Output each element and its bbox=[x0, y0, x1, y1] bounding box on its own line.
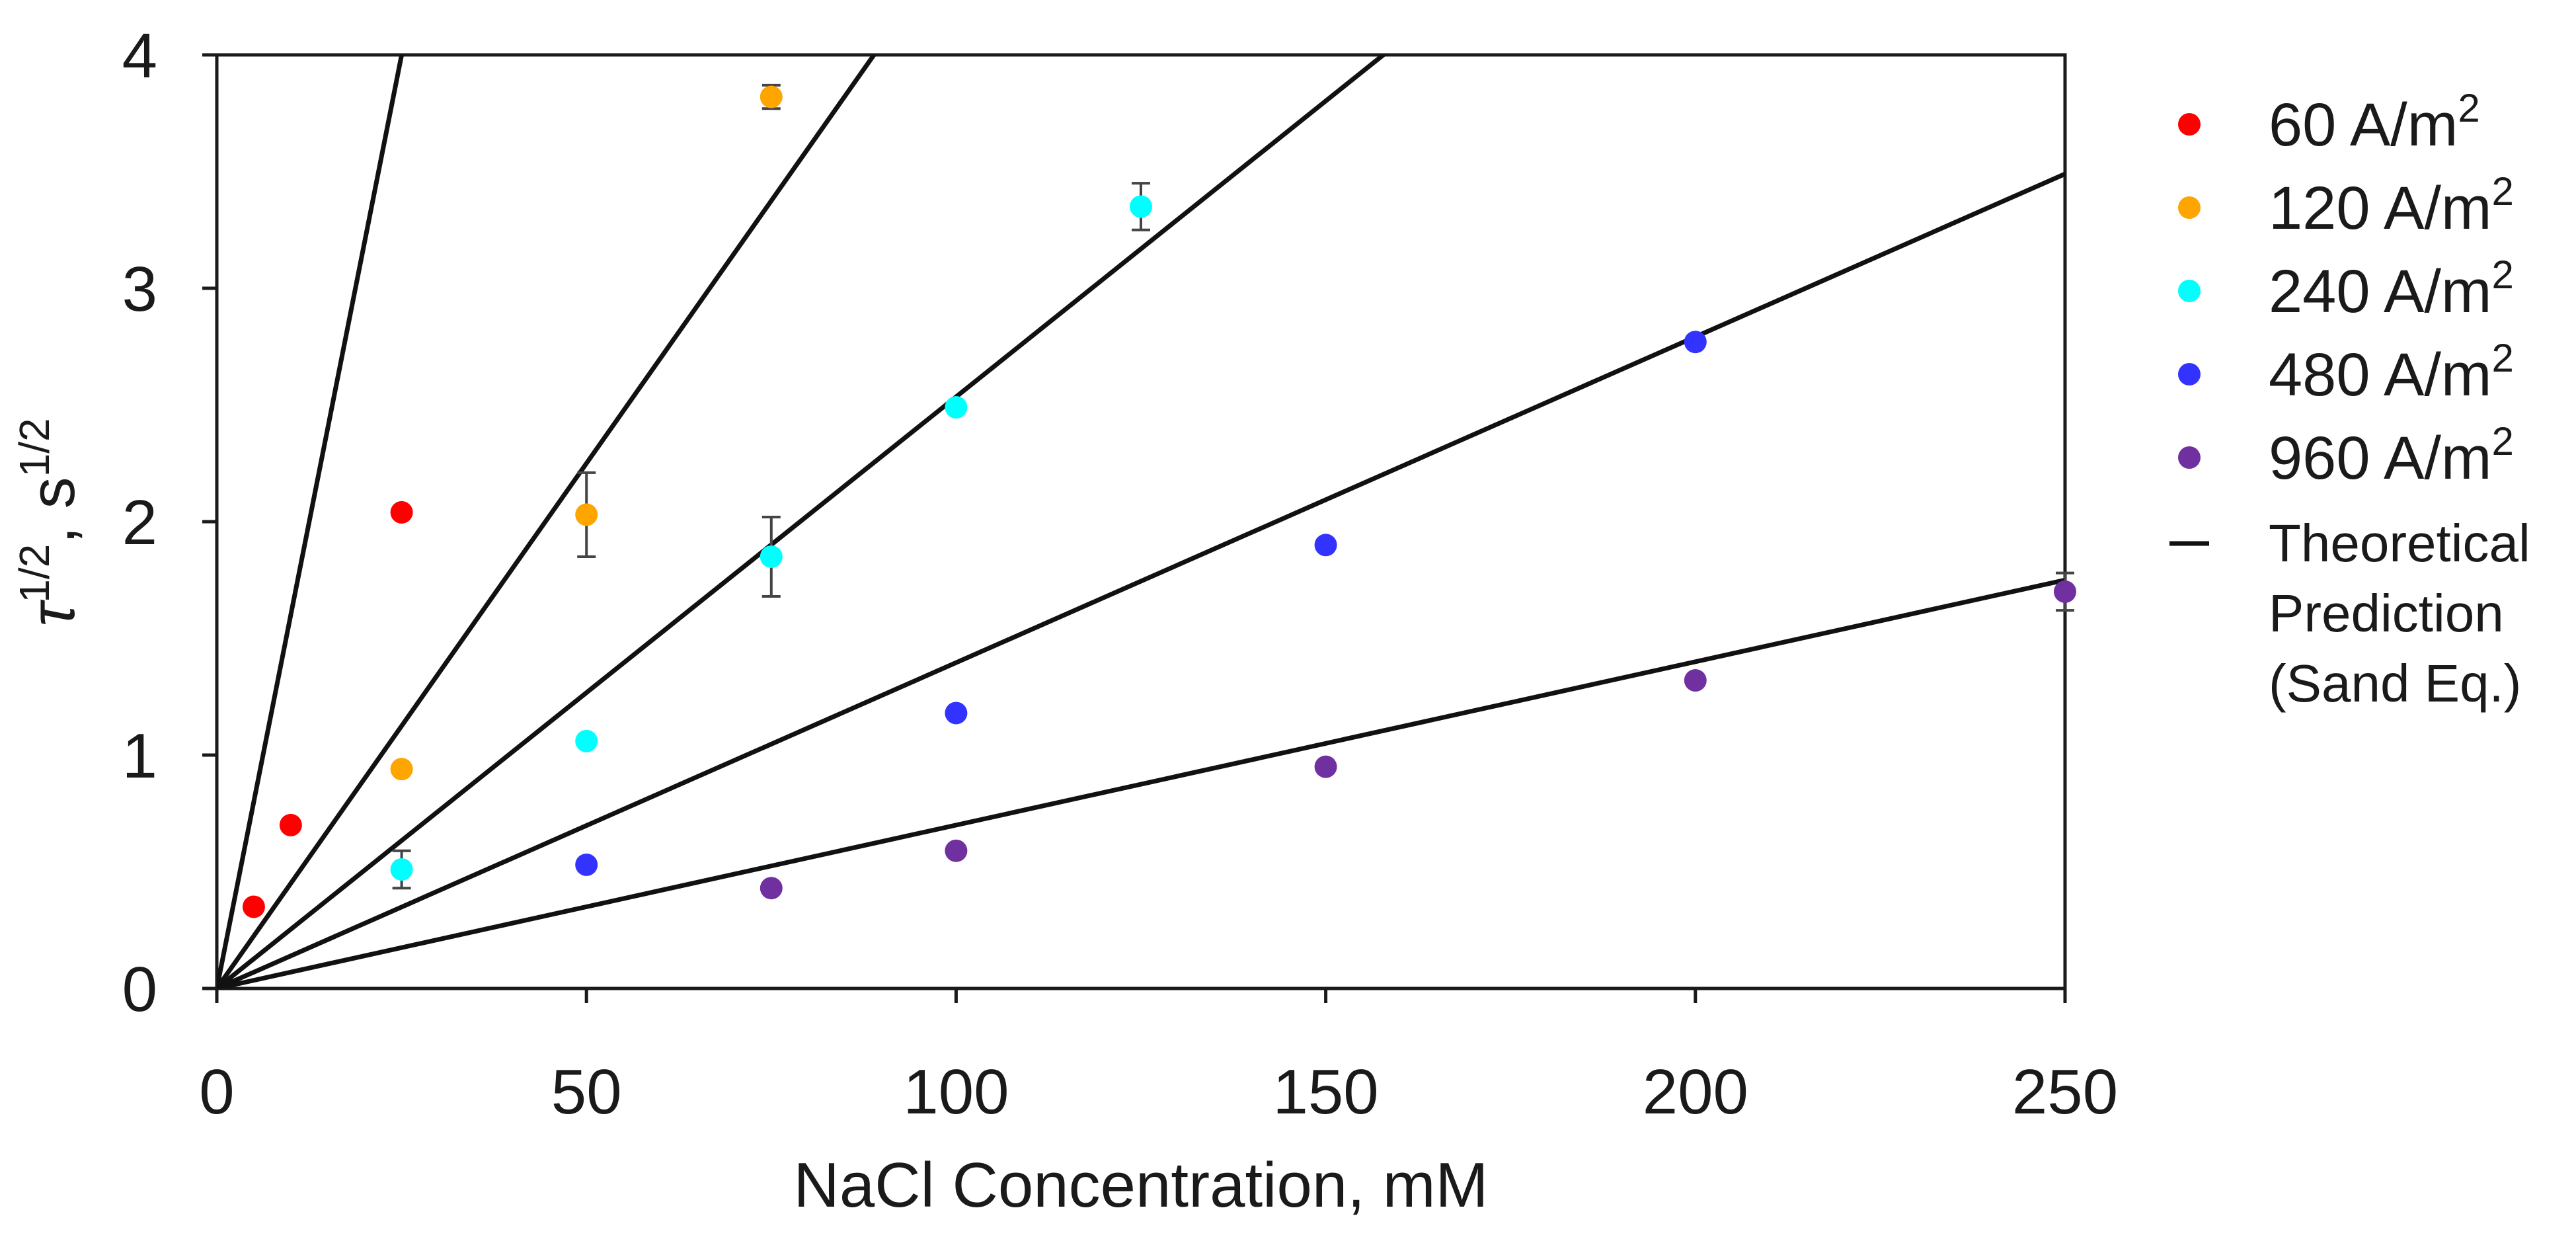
x-axis-ticks: 0 50 100 150 200 250 bbox=[199, 988, 2118, 1127]
legend-marker-240 bbox=[2178, 280, 2201, 302]
data-point-960 bbox=[945, 839, 968, 862]
data-point-120 bbox=[575, 503, 598, 526]
data-point-240 bbox=[390, 858, 413, 881]
y-axis-title-mid: , s bbox=[17, 477, 88, 543]
y-axis-title-sup1: 1/2 bbox=[11, 544, 58, 603]
data-point-480 bbox=[945, 702, 968, 725]
data-point-120 bbox=[760, 85, 783, 108]
theory-line-120 bbox=[217, 55, 877, 988]
y-tick-label: 1 bbox=[122, 721, 157, 791]
theory-line-60 bbox=[217, 55, 405, 988]
y-axis-title-sup2: 1/2 bbox=[11, 418, 58, 477]
theory-lines bbox=[217, 55, 2065, 988]
svg-text:τ1/2, s1/2: τ1/2, s1/2 bbox=[11, 418, 88, 626]
x-axis-title: NaCl Concentration, mM bbox=[793, 1150, 1488, 1221]
data-point-60 bbox=[390, 501, 413, 524]
legend-theory-label: Theoretical bbox=[2269, 514, 2530, 573]
y-tick-label: 4 bbox=[122, 20, 157, 91]
error-bars bbox=[392, 83, 2074, 890]
data-point-240 bbox=[575, 729, 598, 752]
legend-marker-480 bbox=[2178, 363, 2201, 385]
data-point-60 bbox=[242, 895, 265, 918]
legend-label-480: 480 A/m2 bbox=[2269, 336, 2514, 409]
legend: 60 A/m2 120 A/m2 240 A/m2 480 A/m2 960 A/m2 T… bbox=[2169, 86, 2530, 713]
legend-theory-label: (Sand Eq.) bbox=[2269, 654, 2521, 713]
data-point-480 bbox=[1314, 534, 1337, 557]
data-point-960 bbox=[1684, 669, 1707, 692]
theory-line-960 bbox=[217, 577, 2065, 988]
y-tick-label: 3 bbox=[122, 254, 157, 325]
data-point-960 bbox=[2054, 580, 2076, 603]
data-points bbox=[242, 85, 2076, 918]
x-tick-label: 0 bbox=[199, 1057, 234, 1127]
legend-label-960: 960 A/m2 bbox=[2269, 419, 2514, 492]
legend-marker-960 bbox=[2178, 446, 2201, 469]
legend-marker-120 bbox=[2178, 196, 2201, 219]
y-axis-ticks: 0 1 2 3 4 bbox=[122, 20, 217, 1025]
legend-marker-60 bbox=[2178, 113, 2201, 136]
x-tick-label: 50 bbox=[551, 1057, 622, 1127]
data-point-240 bbox=[945, 396, 968, 419]
data-point-960 bbox=[760, 877, 783, 900]
x-tick-label: 250 bbox=[2012, 1057, 2118, 1127]
y-tick-label: 2 bbox=[122, 487, 157, 558]
data-point-480 bbox=[575, 853, 598, 876]
legend-label-240: 240 A/m2 bbox=[2269, 253, 2514, 325]
y-axis-title: τ1/2, s1/2 bbox=[11, 418, 88, 626]
legend-label-120: 120 A/m2 bbox=[2269, 169, 2514, 242]
x-tick-label: 150 bbox=[1273, 1057, 1379, 1127]
data-point-960 bbox=[1314, 755, 1337, 778]
legend-label-60: 60 A/m2 bbox=[2269, 86, 2480, 159]
data-point-240 bbox=[760, 545, 783, 568]
x-tick-label: 200 bbox=[1643, 1057, 1748, 1127]
x-tick-label: 100 bbox=[903, 1057, 1009, 1127]
data-point-120 bbox=[390, 758, 413, 781]
y-tick-label: 0 bbox=[122, 954, 157, 1025]
data-point-480 bbox=[1684, 331, 1707, 354]
data-point-60 bbox=[279, 813, 302, 836]
data-point-240 bbox=[1130, 195, 1152, 218]
y-axis-title-tau: τ bbox=[17, 600, 88, 627]
theory-line-480 bbox=[217, 171, 2065, 988]
legend-theory-label: Prediction bbox=[2269, 584, 2504, 643]
